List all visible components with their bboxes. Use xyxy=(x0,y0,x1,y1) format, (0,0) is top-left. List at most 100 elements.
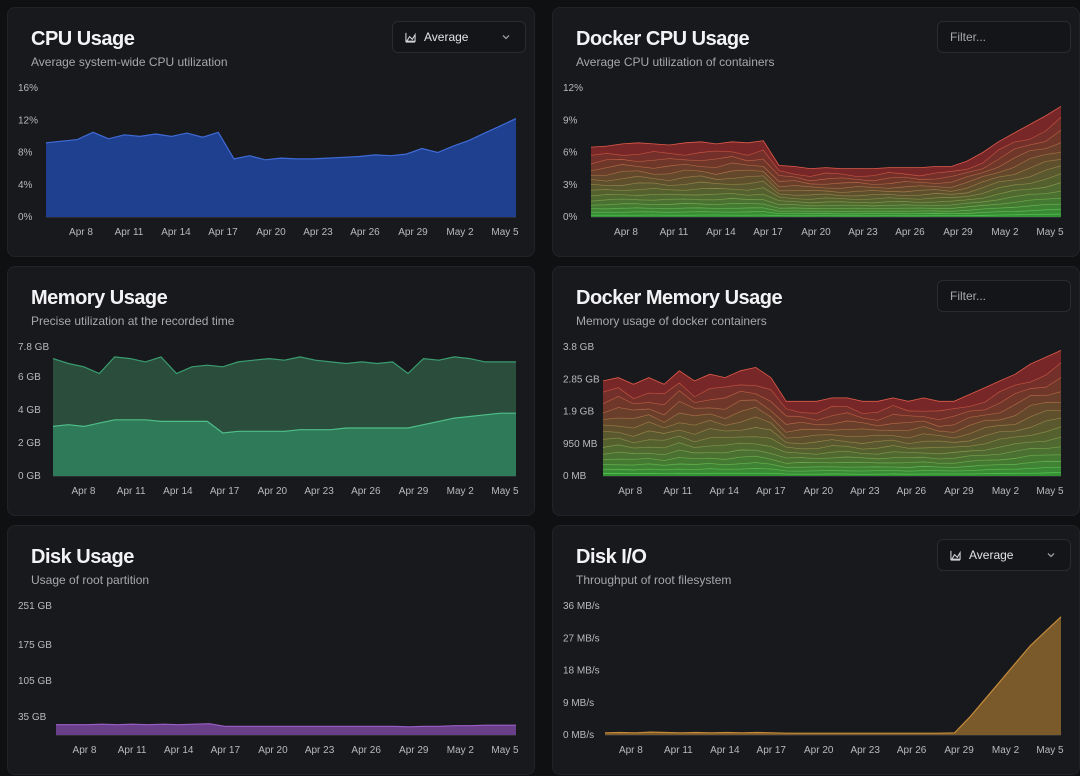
y-tick-label: 1.9 GB xyxy=(563,407,594,418)
y-tick-label: 12% xyxy=(563,83,583,94)
filter-input[interactable] xyxy=(950,22,1070,52)
x-tick-label: Apr 26 xyxy=(897,486,927,497)
x-tick-label: Apr 8 xyxy=(619,745,643,756)
x-tick-label: Apr 14 xyxy=(710,745,740,756)
x-tick-label: Apr 23 xyxy=(303,227,333,238)
x-tick-label: Apr 29 xyxy=(944,745,974,756)
x-tick-label: Apr 14 xyxy=(161,227,191,238)
y-tick-label: 3% xyxy=(563,180,578,191)
y-tick-label: 16% xyxy=(18,83,38,94)
filter-box[interactable] xyxy=(937,280,1071,312)
y-tick-label: 175 GB xyxy=(18,640,52,651)
card-title: Docker CPU Usage xyxy=(576,28,750,50)
card-subtitle: Memory usage of docker containers xyxy=(576,314,767,328)
y-tick-label: 9% xyxy=(563,115,578,126)
disk-io-chart: 0 MB/s 9 MB/s 18 MB/s 27 MB/s 36 MB/s Apr 8 Ap… xyxy=(563,601,1064,756)
disk-io-line xyxy=(604,616,1062,734)
y-tick-label: 4% xyxy=(18,180,33,191)
x-tick-label: May 2 xyxy=(991,227,1019,238)
aggregation-select[interactable]: Average xyxy=(392,21,526,53)
chevron-down-icon xyxy=(502,35,510,40)
x-tick-label: Apr 26 xyxy=(897,745,927,756)
disk-io-area xyxy=(605,616,1061,735)
x-tick-label: Apr 8 xyxy=(614,227,638,238)
card-subtitle: Usage of root partition xyxy=(31,573,150,587)
x-tick-label: Apr 23 xyxy=(848,227,878,238)
select-value: Average xyxy=(424,30,469,44)
aggregation-select[interactable]: Average xyxy=(937,539,1071,571)
stack-line xyxy=(602,350,1062,402)
x-tick-label: May 2 xyxy=(992,745,1020,756)
x-tick-label: Apr 8 xyxy=(618,486,642,497)
memory-used-area xyxy=(53,413,516,476)
disk-line xyxy=(56,723,516,728)
x-tick-label: Apr 17 xyxy=(757,745,787,756)
y-tick-label: 35 GB xyxy=(18,712,47,723)
area-chart-icon xyxy=(405,32,416,43)
x-tick-label: May 5 xyxy=(1036,486,1064,497)
stack-band xyxy=(591,209,1061,216)
x-tick-label: Apr 26 xyxy=(895,227,925,238)
y-tick-label: 0 GB xyxy=(18,471,41,482)
x-tick-label: Apr 11 xyxy=(115,227,144,238)
x-tick-label: Apr 29 xyxy=(399,745,429,756)
card-title: Memory Usage xyxy=(31,287,168,309)
x-tick-label: Apr 20 xyxy=(804,745,834,756)
y-tick-label: 6% xyxy=(563,148,578,159)
disk-io-card: Disk I/O Throughput of root filesystem A… xyxy=(552,525,1080,775)
x-tick-label: May 5 xyxy=(1036,227,1064,238)
card-subtitle: Throughput of root filesystem xyxy=(576,573,732,587)
x-tick-label: Apr 20 xyxy=(256,227,286,238)
cpu-usage-card: CPU Usage Average system-wide CPU utiliz… xyxy=(7,7,535,257)
x-tick-label: May 2 xyxy=(992,486,1020,497)
x-tick-label: Apr 17 xyxy=(753,227,783,238)
memory-total-line xyxy=(52,356,516,375)
card-title: Docker Memory Usage xyxy=(576,287,783,309)
card-subtitle: Average system-wide CPU utilization xyxy=(31,55,228,69)
x-tick-label: Apr 17 xyxy=(210,486,240,497)
disk-area xyxy=(56,723,516,735)
x-tick-label: Apr 29 xyxy=(398,227,428,238)
x-tick-label: May 5 xyxy=(491,486,519,497)
stack-band xyxy=(591,142,1061,189)
x-tick-label: May 2 xyxy=(446,227,474,238)
y-tick-label: 27 MB/s xyxy=(563,633,600,644)
x-tick-label: Apr 14 xyxy=(164,745,194,756)
y-tick-label: 0% xyxy=(18,212,33,223)
memory-used-line xyxy=(52,412,516,434)
docker-cpu-chart: 0% 3% 6% 9% 12% Apr 8 Apr 11 Apr 14 Apr 17 Apr 20… xyxy=(563,83,1064,238)
x-tick-label: Apr 29 xyxy=(399,486,429,497)
y-tick-label: 6 GB xyxy=(18,372,41,383)
y-tick-label: 7.8 GB xyxy=(18,342,49,353)
x-tick-label: Apr 20 xyxy=(801,227,831,238)
y-tick-label: 18 MB/s xyxy=(563,666,600,677)
x-tick-label: May 2 xyxy=(447,486,475,497)
stack-line xyxy=(590,105,1062,170)
x-tick-label: Apr 23 xyxy=(850,486,880,497)
cpu-line xyxy=(45,118,517,161)
filter-box[interactable] xyxy=(937,21,1071,53)
docker-memory-card: Docker Memory Usage Memory usage of dock… xyxy=(552,266,1080,516)
memory-chart: 0 GB 2 GB 4 GB 6 GB 7.8 GB Apr 8 Apr 11 Apr 14 A… xyxy=(18,342,519,497)
x-tick-label: Apr 20 xyxy=(258,486,288,497)
card-subtitle: Precise utilization at the recorded time xyxy=(31,314,235,328)
x-tick-label: Apr 17 xyxy=(208,227,238,238)
card-subtitle: Average CPU utilization of containers xyxy=(576,55,775,69)
x-tick-label: May 5 xyxy=(491,227,519,238)
x-tick-label: Apr 11 xyxy=(663,486,692,497)
x-tick-label: Apr 8 xyxy=(73,745,97,756)
x-tick-label: Apr 8 xyxy=(69,227,93,238)
x-tick-label: Apr 8 xyxy=(71,486,95,497)
card-title: CPU Usage xyxy=(31,28,135,50)
x-tick-label: Apr 17 xyxy=(211,745,241,756)
filter-input[interactable] xyxy=(950,281,1070,311)
cpu-area xyxy=(46,118,516,217)
stack-band xyxy=(603,362,1061,421)
stack-band xyxy=(591,191,1061,209)
y-tick-label: 950 MB xyxy=(563,439,598,450)
x-tick-label: Apr 11 xyxy=(118,745,147,756)
y-tick-label: 2.85 GB xyxy=(563,374,600,385)
y-tick-label: 0 MB xyxy=(563,471,587,482)
stack-band xyxy=(603,350,1061,414)
stack-band xyxy=(591,213,1061,217)
